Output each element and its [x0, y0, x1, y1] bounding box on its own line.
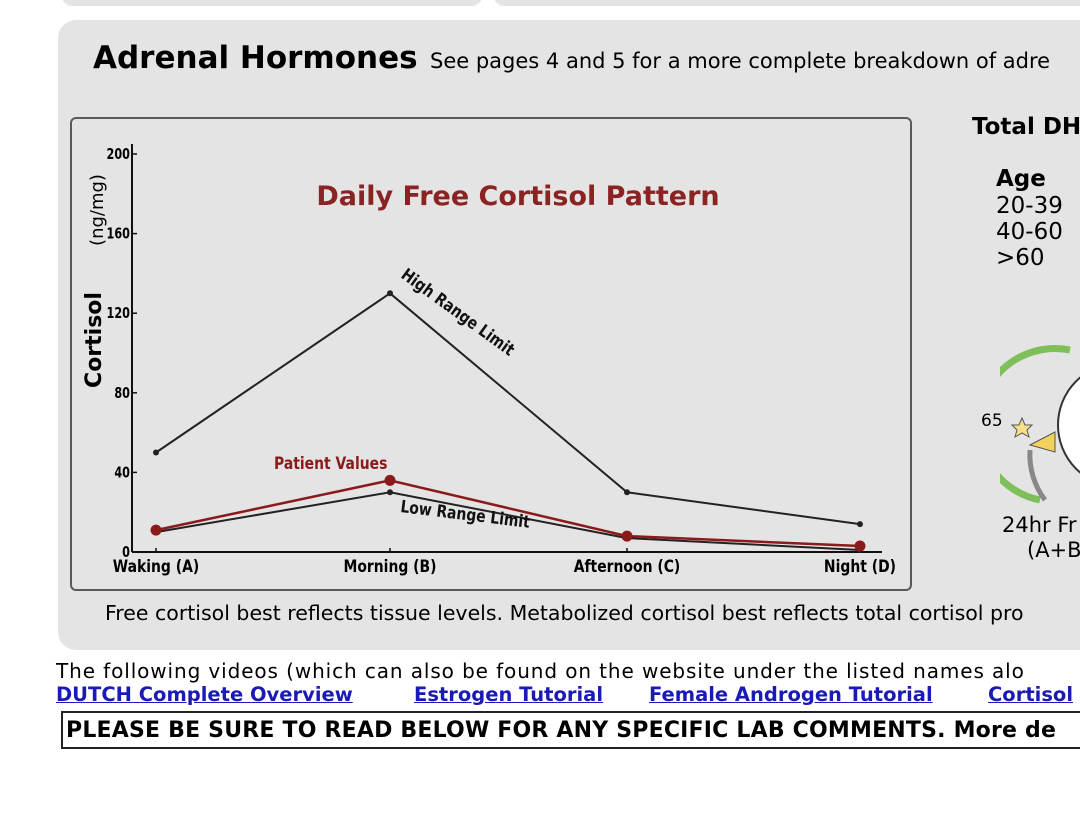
series-label: High Range Limit	[397, 265, 518, 361]
link-female-androgen-tutorial[interactable]: Female Androgen Tutorial	[649, 683, 933, 706]
x-tick-label: Morning (B)	[343, 557, 436, 577]
section-title: Adrenal Hormones	[93, 40, 418, 76]
section-subtitle: See pages 4 and 5 for a more complete br…	[430, 49, 1051, 73]
x-tick-label: Night (D)	[824, 557, 896, 577]
free-cortisol-gauge	[1000, 345, 1080, 504]
data-point	[387, 290, 393, 297]
y-tick-label: 120	[107, 306, 130, 323]
y-axis-title: Cortisol	[82, 292, 107, 388]
total-dhea-title: Total DH	[972, 114, 1080, 140]
series-label: Patient Values	[274, 454, 387, 474]
notice-text: PLEASE BE SURE TO READ BELOW FOR ANY SPE…	[66, 718, 1057, 743]
top-card-right	[494, 0, 1080, 6]
gauge-center	[1057, 376, 1080, 474]
gauge-green-arc	[1000, 345, 1071, 504]
data-point	[857, 521, 863, 528]
link-estrogen-tutorial[interactable]: Estrogen Tutorial	[414, 683, 604, 706]
data-point	[153, 449, 159, 456]
gauge-label: 24hr Fr	[1002, 513, 1077, 537]
chart-title: Daily Free Cortisol Pattern	[316, 181, 719, 212]
y-tick-label: 0	[122, 545, 130, 562]
gauge-pointer-icon	[1028, 431, 1056, 453]
age-row: 20-39	[996, 193, 1063, 219]
y-axis-unit: (ng/mg)	[87, 174, 108, 246]
cortisol-footnote: Free cortisol best reflects tissue level…	[105, 601, 1024, 625]
series-line	[155, 491, 861, 552]
data-point	[387, 489, 393, 496]
data-point	[150, 524, 162, 536]
y-tick-label: 200	[107, 147, 130, 164]
star-marker-icon	[1010, 416, 1034, 439]
data-point	[854, 540, 866, 552]
series-line	[155, 479, 861, 548]
gauge-grey-arc	[1027, 449, 1048, 502]
y-tick-label: 160	[107, 226, 130, 243]
videos-intro: The following videos (which can also be …	[56, 659, 1025, 683]
link-cortisol[interactable]: Cortisol	[988, 683, 1074, 706]
series-line	[155, 292, 861, 526]
y-tick-label: 40	[114, 465, 130, 482]
gauge-value: 65	[981, 411, 1003, 431]
top-card-left	[62, 0, 482, 6]
data-point	[384, 474, 396, 486]
cortisol-chart: 0 40 80 120 160 200 Waking (A) Morning (B) After…	[70, 117, 912, 591]
data-point	[624, 489, 630, 496]
age-header: Age	[996, 166, 1046, 192]
age-row: >60	[996, 245, 1045, 271]
gauge-sublabel: (A+B	[1027, 538, 1080, 562]
y-tick-label: 80	[114, 385, 130, 402]
series-label: Low Range Limit	[399, 497, 531, 532]
lab-comments-notice: PLEASE BE SURE TO READ BELOW FOR ANY SPE…	[61, 711, 1080, 749]
x-tick-label: Afternoon (C)	[574, 557, 681, 577]
data-point	[621, 530, 633, 542]
link-dutch-complete-overview[interactable]: DUTCH Complete Overview	[56, 683, 353, 706]
x-tick-label: Waking (A)	[113, 557, 200, 577]
cortisol-chart-svg: 0 40 80 120 160 200 Waking (A) Morning (B) After…	[82, 144, 896, 577]
age-row: 40-60	[996, 219, 1063, 245]
